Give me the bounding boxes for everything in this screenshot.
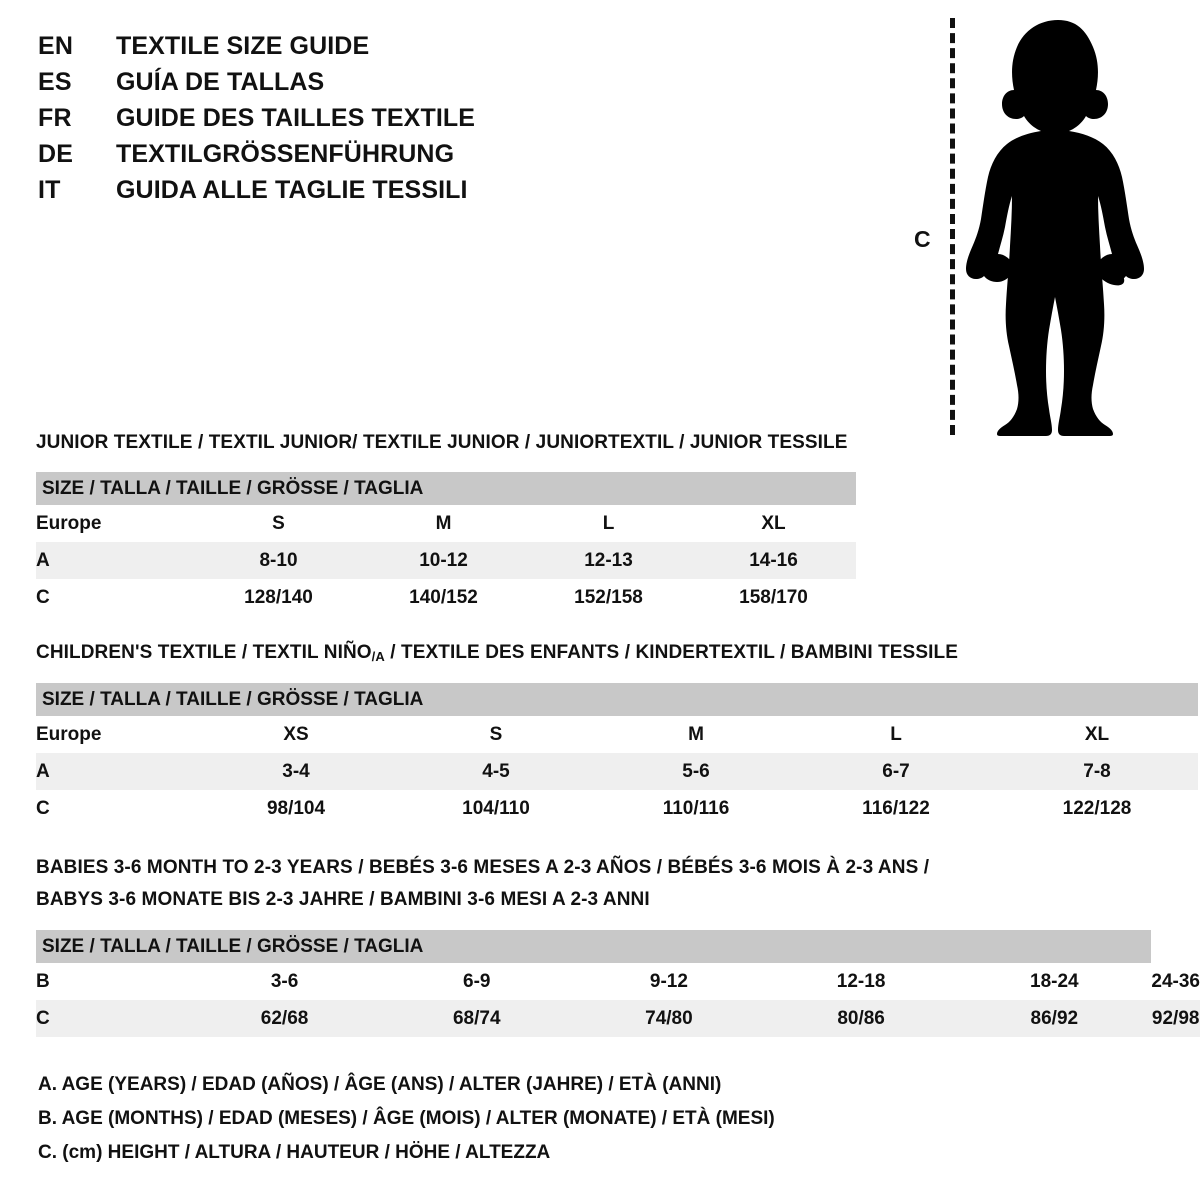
language-code-it: IT — [38, 176, 61, 204]
babies-cell-months-3: 9-12 — [572, 963, 765, 1000]
junior-row-label-europe: Europe — [36, 505, 196, 542]
language-title-de: TEXTILGRÖSSENFÜHRUNG — [116, 140, 455, 168]
children-cell-height-s: 104/110 — [396, 790, 596, 827]
babies-row-label-c: C — [36, 1000, 189, 1037]
height-dashed-line — [950, 18, 955, 435]
language-code-en: EN — [38, 32, 74, 60]
babies-cell-height-3: 74/80 — [572, 1000, 765, 1037]
table-row: A 8-10 10-12 12-13 14-16 — [36, 542, 856, 579]
children-cell-size-xs: XS — [196, 716, 396, 753]
babies-cell-height-5: 86/92 — [957, 1000, 1152, 1037]
children-cell-age-xl: 7-8 — [996, 753, 1198, 790]
junior-cell-size-s: S — [196, 505, 361, 542]
babies-cell-height-6: 92/98 — [1151, 1000, 1200, 1037]
table-row: A 3-4 4-5 5-6 6-7 7-8 — [36, 753, 1198, 790]
children-title-subscript: /A — [371, 649, 385, 664]
babies-table-band: SIZE / TALLA / TAILLE / GRÖSSE / TAGLIA — [36, 930, 1200, 963]
junior-band-label: SIZE / TALLA / TAILLE / GRÖSSE / TAGLIA — [36, 472, 856, 505]
babies-cell-months-5: 18-24 — [957, 963, 1152, 1000]
language-code-fr: FR — [38, 104, 72, 132]
section-children-textile: CHILDREN'S TEXTILE / TEXTIL NIÑO/A / TEX… — [36, 638, 1198, 827]
section-title-babies-line2: BABYS 3-6 MONATE BIS 2-3 JAHRE / BAMBINI… — [36, 889, 650, 910]
table-row: B 3-6 6-9 9-12 12-18 18-24 24-36 — [36, 963, 1200, 1000]
language-row-de: DE TEXTILGRÖSSENFÜHRUNG — [38, 140, 598, 176]
junior-cell-age-s: 8-10 — [196, 542, 361, 579]
section-junior-textile: JUNIOR TEXTILE / TEXTIL JUNIOR/ TEXTILE … — [36, 428, 856, 616]
children-title-part1: CHILDREN'S TEXTILE / TEXTIL NIÑO — [36, 642, 372, 663]
babies-row-label-b: B — [36, 963, 189, 1000]
children-cell-age-l: 6-7 — [796, 753, 996, 790]
children-row-label-c: C — [36, 790, 196, 827]
babies-band-label: SIZE / TALLA / TAILLE / GRÖSSE / TAGLIA — [36, 930, 1152, 963]
junior-cell-age-l: 12-13 — [526, 542, 691, 579]
children-row-label-a: A — [36, 753, 196, 790]
children-cell-age-s: 4-5 — [396, 753, 596, 790]
children-table-band: SIZE / TALLA / TAILLE / GRÖSSE / TAGLIA — [36, 683, 1198, 716]
junior-cell-size-xl: XL — [691, 505, 856, 542]
children-cell-height-xl: 122/128 — [996, 790, 1198, 827]
children-title-part2: / TEXTILE DES ENFANTS / KINDERTEXTIL / B… — [384, 642, 958, 663]
language-code-de: DE — [38, 140, 74, 168]
babies-cell-months-1: 3-6 — [188, 963, 381, 1000]
legend-line-a: A. AGE (YEARS) / EDAD (AÑOS) / ÂGE (ANS)… — [38, 1074, 722, 1095]
children-cell-size-xl: XL — [996, 716, 1198, 753]
language-row-fr: FR GUIDE DES TAILLES TEXTILE — [38, 104, 598, 140]
section-title-babies-line1: BABIES 3-6 MONTH TO 2-3 YEARS / BEBÉS 3-… — [36, 857, 930, 878]
children-band-label: SIZE / TALLA / TAILLE / GRÖSSE / TAGLIA — [36, 683, 1198, 716]
table-row: C 62/68 68/74 74/80 80/86 86/92 92/98 — [36, 1000, 1200, 1037]
children-cell-height-l: 116/122 — [796, 790, 996, 827]
babies-cell-height-1: 62/68 — [188, 1000, 381, 1037]
babies-cell-months-6: 24-36 — [1151, 963, 1200, 1000]
children-cell-age-m: 5-6 — [596, 753, 796, 790]
table-row: C 98/104 104/110 110/116 116/122 122/128 — [36, 790, 1198, 827]
table-row: C 128/140 140/152 152/158 158/170 — [36, 579, 856, 616]
children-cell-height-m: 110/116 — [596, 790, 796, 827]
babies-cell-months-4: 12-18 — [765, 963, 958, 1000]
language-row-en: EN TEXTILE SIZE GUIDE — [38, 32, 598, 68]
junior-cell-height-s: 128/140 — [196, 579, 361, 616]
section-title-children: CHILDREN'S TEXTILE / TEXTIL NIÑO/A / TEX… — [36, 638, 1198, 669]
junior-row-label-c: C — [36, 579, 196, 616]
children-cell-age-xs: 3-4 — [196, 753, 396, 790]
language-row-es: ES GUÍA DE TALLAS — [38, 68, 598, 104]
height-marker-label: C — [914, 226, 931, 252]
children-row-label-europe: Europe — [36, 716, 196, 753]
children-cell-size-s: S — [396, 716, 596, 753]
babies-cell-months-2: 6-9 — [380, 963, 573, 1000]
junior-cell-height-l: 152/158 — [526, 579, 691, 616]
babies-cell-height-4: 80/86 — [765, 1000, 958, 1037]
junior-cell-age-m: 10-12 — [361, 542, 526, 579]
junior-cell-age-xl: 14-16 — [691, 542, 856, 579]
section-babies-textile: BABIES 3-6 MONTH TO 2-3 YEARS / BEBÉS 3-… — [36, 852, 1200, 1037]
junior-size-table: SIZE / TALLA / TAILLE / GRÖSSE / TAGLIA … — [36, 472, 856, 616]
legend-line-c: C. (cm) HEIGHT / ALTURA / HAUTEUR / HÖHE… — [38, 1142, 551, 1163]
language-title-es: GUÍA DE TALLAS — [116, 68, 325, 96]
language-title-it: GUIDA ALLE TAGLIE TESSILI — [116, 176, 468, 204]
babies-size-table: SIZE / TALLA / TAILLE / GRÖSSE / TAGLIA … — [36, 930, 1200, 1037]
language-title-block: EN TEXTILE SIZE GUIDE ES GUÍA DE TALLAS … — [38, 32, 598, 212]
language-code-es: ES — [38, 68, 72, 96]
language-title-en: TEXTILE SIZE GUIDE — [116, 32, 370, 60]
measurement-legend: A. AGE (YEARS) / EDAD (AÑOS) / ÂGE (ANS)… — [38, 1068, 938, 1170]
junior-table-band: SIZE / TALLA / TAILLE / GRÖSSE / TAGLIA — [36, 472, 856, 505]
section-title-junior: JUNIOR TEXTILE / TEXTIL JUNIOR/ TEXTILE … — [36, 432, 848, 453]
junior-row-label-a: A — [36, 542, 196, 579]
language-title-fr: GUIDE DES TAILLES TEXTILE — [116, 104, 476, 132]
table-row: Europe S M L XL — [36, 505, 856, 542]
children-cell-size-m: M — [596, 716, 796, 753]
junior-cell-size-m: M — [361, 505, 526, 542]
junior-cell-height-xl: 158/170 — [691, 579, 856, 616]
children-size-table: SIZE / TALLA / TAILLE / GRÖSSE / TAGLIA … — [36, 683, 1198, 827]
language-row-it: IT GUIDA ALLE TAGLIE TESSILI — [38, 176, 598, 212]
children-cell-size-l: L — [796, 716, 996, 753]
height-diagram: C — [900, 8, 1170, 438]
legend-line-b: B. AGE (MONTHS) / EDAD (MESES) / ÂGE (MO… — [38, 1108, 775, 1129]
children-cell-height-xs: 98/104 — [196, 790, 396, 827]
junior-cell-height-m: 140/152 — [361, 579, 526, 616]
toddler-silhouette-icon — [966, 20, 1144, 436]
junior-cell-size-l: L — [526, 505, 691, 542]
table-row: Europe XS S M L XL — [36, 716, 1198, 753]
babies-cell-height-2: 68/74 — [380, 1000, 573, 1037]
